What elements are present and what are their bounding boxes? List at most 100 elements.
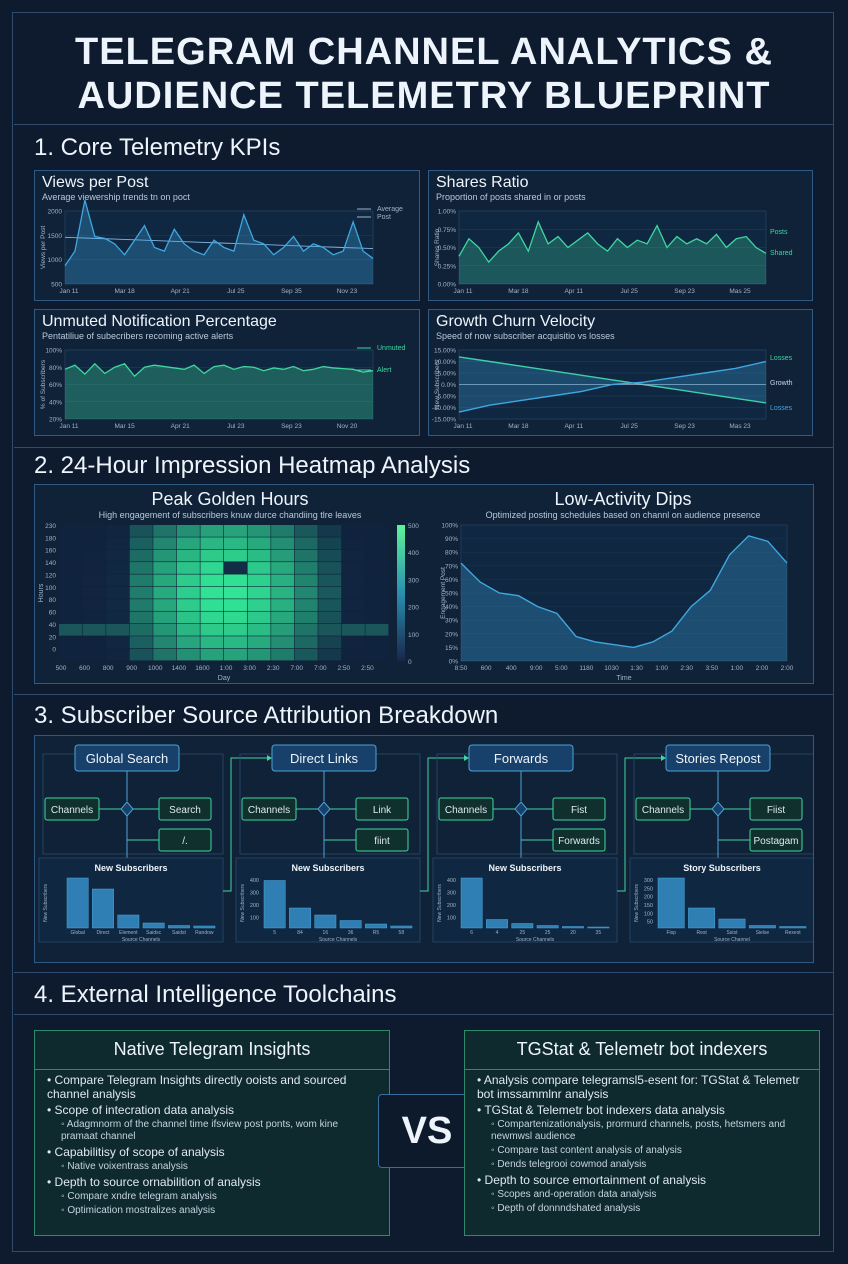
subscriber-bar: [263, 880, 286, 929]
heatmap-cell: [271, 611, 295, 624]
y-tick-label: 0: [52, 647, 56, 654]
y-tick-label: 0.25%: [438, 263, 457, 270]
x-tick-label: 2:00: [781, 665, 794, 672]
divider: [14, 972, 834, 973]
colorbar-label: 200: [408, 605, 419, 612]
x-tick-label: 1180: [579, 665, 593, 672]
heatmap-cell: [153, 623, 177, 636]
peak-subtitle: High engagement of subscribers knuw durc…: [98, 510, 362, 520]
heatmap-cell: [365, 549, 389, 562]
heatmap-cell: [271, 636, 295, 649]
card-divider: [35, 1069, 389, 1070]
source-header-label: Direct Links: [290, 751, 358, 766]
x-tick-label: 58: [399, 930, 405, 936]
heatmap-cell: [82, 611, 106, 624]
x-tick-label: 2:00: [756, 665, 769, 672]
heatmap-cell: [271, 549, 295, 562]
y-tick-label: 200: [250, 903, 259, 909]
x-tick-label: Sep 23: [674, 423, 695, 430]
y-tick-label: -5.00%: [435, 394, 456, 401]
legend-label: Growth: [770, 380, 793, 387]
heatmap-cell: [318, 562, 342, 574]
series-line-2: [458, 360, 767, 413]
tool-list-item: ◦ Optimication mostralizes analysis: [61, 1205, 216, 1216]
tool-list-item: ◦ Compare tast content analysis of analy…: [491, 1145, 682, 1156]
heatmap-cell: [224, 623, 247, 636]
heatmap-cell: [153, 562, 177, 574]
heatmap-cell: [153, 525, 177, 537]
heatmap-cell: [247, 586, 271, 599]
x-tick-label: R5: [373, 930, 380, 936]
section-heading-attribution: 3. Subscriber Source Attribution Breakdo…: [34, 702, 499, 729]
subscriber-bar: [718, 918, 746, 929]
x-tick-label: Apr 11: [564, 423, 583, 430]
heatmap-cell: [59, 636, 82, 649]
heatmap-cell: [200, 636, 224, 649]
x-tick-label: 800: [103, 665, 114, 672]
target-node: [552, 828, 606, 852]
dips-area: [461, 535, 787, 661]
y-tick-label: 100%: [441, 523, 458, 530]
heatmap-cell: [129, 623, 153, 636]
decision-diamond: [514, 801, 528, 817]
x-tick-label: 6: [470, 930, 473, 936]
heatmap-cell: [365, 636, 389, 649]
y-tick-label: 40: [49, 622, 57, 629]
x-tick-label: Jan 11: [453, 288, 472, 295]
heatmap-cell: [224, 574, 247, 587]
x-axis-label: Time: [616, 675, 631, 682]
y-axis-label: Engagement Post: [440, 567, 447, 619]
subscriber-chart-title: Story Subscribers: [683, 863, 761, 873]
heatmap-cell: [271, 525, 295, 537]
heatmap-cell: [365, 599, 389, 611]
x-tick-label: Jan 11: [59, 423, 78, 430]
unmuted-subtitle: Pentatiliue of subecribers recoming acti…: [42, 331, 234, 341]
series-area-1: [65, 200, 373, 284]
y-tick-label: 15.00%: [434, 348, 456, 355]
x-tick-label: Jul 25: [621, 288, 639, 295]
heatmap-cell: [200, 537, 224, 550]
heatmap-cell: [200, 648, 224, 661]
decision-diamond: [317, 801, 331, 817]
y-tick-label: 140: [45, 560, 56, 567]
x-tick-label: 2:30: [267, 665, 280, 672]
x-tick-label: 600: [481, 665, 492, 672]
x-tick-label: Mas 23: [729, 423, 751, 430]
target-node-label: Fiist: [767, 805, 786, 816]
tool-list-item: ◦ Dends telegrooi cowmod analysis: [491, 1159, 647, 1170]
heatmap-cell: [294, 562, 318, 574]
subscriber-bar: [486, 919, 508, 929]
heatmap-cell: [82, 648, 106, 661]
y-tick-label: 160: [45, 548, 56, 555]
channel-node-label: Channels: [642, 805, 684, 816]
subscriber-bar: [168, 925, 190, 929]
y-axis-label: Hours: [38, 583, 45, 602]
x-tick-label: 400: [506, 665, 517, 672]
y-tick-label: 20%: [49, 417, 62, 424]
tool-list-item: ◦ Compare xndre telegram analysis: [61, 1191, 217, 1202]
heatmap-cell: [153, 636, 177, 649]
heatmap-cell: [129, 599, 153, 611]
section-heading-kpis: 1. Core Telemetry KPIs: [34, 134, 281, 161]
x-tick-label: Global: [70, 930, 84, 936]
x-tick-label: 7:00: [314, 665, 327, 672]
subscriber-bar: [657, 877, 685, 929]
heatmap-cell: [341, 586, 365, 599]
heatmap-cell: [59, 599, 82, 611]
heatmap-cell: [341, 525, 365, 537]
y-tick-label: 60: [49, 610, 57, 617]
x-tick-label: Jan 11: [59, 288, 78, 295]
heatmap-cell: [82, 562, 106, 574]
x-tick-label: Sep 35: [281, 288, 302, 295]
x-tick-label: Apr 21: [171, 288, 191, 295]
target-node-label: Postagam: [753, 836, 798, 847]
target-node: [552, 797, 606, 821]
y-tick-label: 400: [250, 878, 259, 884]
heatmap-cell: [106, 574, 130, 587]
unmuted-panel: Unmuted Notification Percentage Pentatil…: [34, 309, 420, 436]
heatmap-cell: [129, 562, 153, 574]
subscriber-chart-title: New Subscribers: [94, 863, 167, 873]
heatmap-cell: [106, 549, 130, 562]
heatmap-cell: [129, 648, 153, 661]
y-tick-label: 100: [644, 911, 653, 917]
